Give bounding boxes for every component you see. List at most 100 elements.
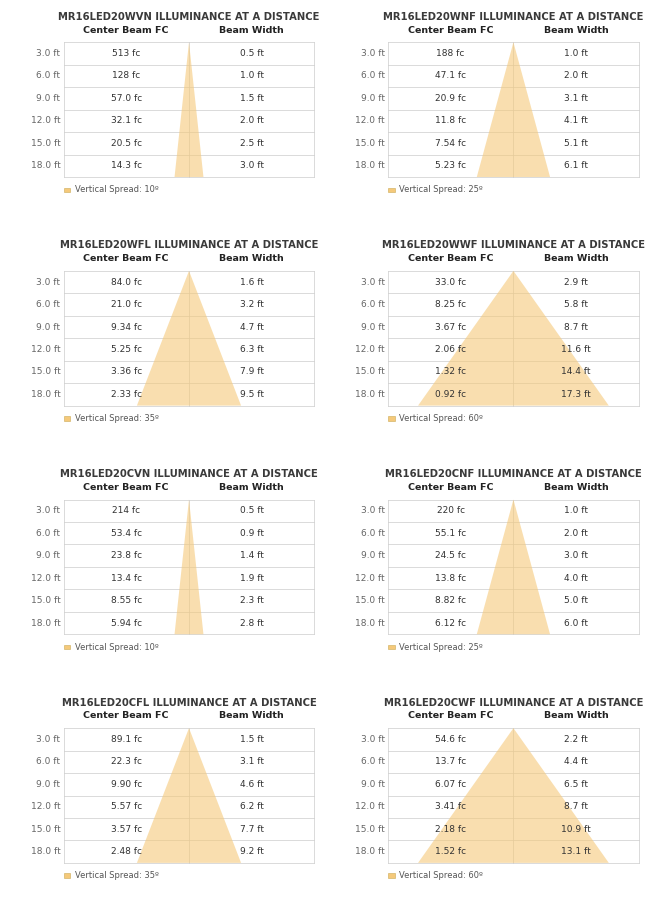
Text: 10.9 ft: 10.9 ft [562, 824, 591, 833]
Text: 3.0 ft: 3.0 ft [240, 161, 264, 170]
Text: 2.48 fc: 2.48 fc [111, 847, 142, 856]
Text: 3.0 ft: 3.0 ft [36, 49, 60, 58]
Text: 5.23 fc: 5.23 fc [435, 161, 466, 170]
Text: 8.55 fc: 8.55 fc [111, 596, 142, 605]
Text: 13.7 fc: 13.7 fc [435, 757, 466, 766]
Text: 33.0 fc: 33.0 fc [435, 278, 466, 287]
Text: 6.2 ft: 6.2 ft [240, 802, 264, 811]
Text: 15.0 ft: 15.0 ft [355, 138, 385, 147]
Text: 9.90 fc: 9.90 fc [111, 779, 142, 788]
Text: 513 fc: 513 fc [112, 49, 140, 58]
Text: 20.5 fc: 20.5 fc [111, 138, 142, 147]
Text: 15.0 ft: 15.0 ft [31, 368, 60, 377]
Text: 6.0 ft: 6.0 ft [361, 529, 385, 538]
Text: 47.1 fc: 47.1 fc [435, 71, 466, 80]
Text: Beam Width: Beam Width [544, 25, 608, 34]
Bar [64, 188, 70, 192]
Text: 9.0 ft: 9.0 ft [361, 779, 385, 788]
Text: 7.9 ft: 7.9 ft [240, 368, 264, 377]
Text: 57.0 fc: 57.0 fc [111, 93, 142, 102]
Text: 3.0 ft: 3.0 ft [361, 278, 385, 287]
Text: 18.0 ft: 18.0 ft [355, 619, 385, 628]
Text: 6.0 ft: 6.0 ft [361, 300, 385, 309]
Text: 9.0 ft: 9.0 ft [36, 93, 60, 102]
Text: 53.4 fc: 53.4 fc [111, 529, 142, 538]
Text: 17.3 ft: 17.3 ft [562, 390, 591, 399]
Text: 3.0 ft: 3.0 ft [36, 506, 60, 515]
Text: Vertical Spread: 60º: Vertical Spread: 60º [399, 871, 483, 880]
Text: 55.1 fc: 55.1 fc [435, 529, 466, 538]
Text: 5.57 fc: 5.57 fc [111, 802, 142, 811]
Text: 220 fc: 220 fc [437, 506, 465, 515]
Text: 6.0 ft: 6.0 ft [36, 71, 60, 80]
Text: 1.9 ft: 1.9 ft [240, 574, 264, 583]
Text: Beam Width: Beam Width [544, 711, 608, 720]
Text: 2.0 ft: 2.0 ft [564, 71, 588, 80]
Text: 13.4 fc: 13.4 fc [111, 574, 142, 583]
Text: 9.0 ft: 9.0 ft [361, 551, 385, 560]
Text: Beam Width: Beam Width [219, 254, 284, 263]
Text: 128 fc: 128 fc [112, 71, 140, 80]
Text: 2.06 fc: 2.06 fc [435, 345, 466, 354]
Text: 5.0 ft: 5.0 ft [564, 596, 588, 605]
Polygon shape [477, 500, 550, 634]
Polygon shape [418, 271, 609, 405]
Text: 2.18 fc: 2.18 fc [435, 824, 466, 833]
Text: 15.0 ft: 15.0 ft [31, 138, 60, 147]
Text: MR16LED20CWF ILLUMINANCE AT A DISTANCE: MR16LED20CWF ILLUMINANCE AT A DISTANCE [384, 698, 643, 708]
Text: 1.5 ft: 1.5 ft [240, 734, 264, 743]
Text: 22.3 fc: 22.3 fc [111, 757, 142, 766]
Text: Beam Width: Beam Width [544, 254, 608, 263]
Text: 9.5 ft: 9.5 ft [240, 390, 264, 399]
Text: Center Beam FC: Center Beam FC [83, 25, 169, 34]
Text: Center Beam FC: Center Beam FC [408, 483, 493, 492]
Text: MR16LED20CVN ILLUMINANCE AT A DISTANCE: MR16LED20CVN ILLUMINANCE AT A DISTANCE [60, 469, 318, 479]
Text: 8.7 ft: 8.7 ft [564, 802, 588, 811]
Text: MR16LED20WVN ILLUMINANCE AT A DISTANCE: MR16LED20WVN ILLUMINANCE AT A DISTANCE [58, 12, 320, 22]
Text: 14.4 ft: 14.4 ft [562, 368, 591, 377]
Text: 15.0 ft: 15.0 ft [355, 824, 385, 833]
Text: 54.6 fc: 54.6 fc [435, 734, 466, 743]
Text: 6.5 ft: 6.5 ft [564, 779, 588, 788]
Text: 6.12 fc: 6.12 fc [435, 619, 466, 628]
Text: 18.0 ft: 18.0 ft [31, 161, 60, 170]
Text: 18.0 ft: 18.0 ft [31, 390, 60, 399]
Text: 5.25 fc: 5.25 fc [111, 345, 142, 354]
Text: Center Beam FC: Center Beam FC [408, 254, 493, 263]
Text: 12.0 ft: 12.0 ft [31, 802, 60, 811]
Text: 1.4 ft: 1.4 ft [240, 551, 264, 560]
Text: 9.0 ft: 9.0 ft [361, 93, 385, 102]
Text: 4.0 ft: 4.0 ft [564, 574, 588, 583]
Text: 24.5 fc: 24.5 fc [436, 551, 466, 560]
Text: 3.67 fc: 3.67 fc [435, 323, 466, 332]
Text: 14.3 fc: 14.3 fc [111, 161, 142, 170]
Text: Beam Width: Beam Width [219, 483, 284, 492]
Text: 11.6 ft: 11.6 ft [562, 345, 591, 354]
Text: 3.41 fc: 3.41 fc [435, 802, 466, 811]
Text: 18.0 ft: 18.0 ft [355, 847, 385, 856]
Text: 5.8 ft: 5.8 ft [564, 300, 588, 309]
Text: MR16LED20CFL ILLUMINANCE AT A DISTANCE: MR16LED20CFL ILLUMINANCE AT A DISTANCE [62, 698, 317, 708]
Text: 3.1 ft: 3.1 ft [240, 757, 264, 766]
Text: MR16LED20WFL ILLUMINANCE AT A DISTANCE: MR16LED20WFL ILLUMINANCE AT A DISTANCE [60, 240, 318, 250]
Text: 12.0 ft: 12.0 ft [356, 574, 385, 583]
Text: 3.2 ft: 3.2 ft [240, 300, 264, 309]
Text: 1.0 ft: 1.0 ft [564, 49, 588, 58]
Text: 9.0 ft: 9.0 ft [36, 323, 60, 332]
Text: 3.36 fc: 3.36 fc [111, 368, 142, 377]
Polygon shape [137, 271, 241, 405]
Text: 18.0 ft: 18.0 ft [31, 847, 60, 856]
Text: 15.0 ft: 15.0 ft [355, 368, 385, 377]
Bar [64, 416, 70, 421]
Text: 6.0 ft: 6.0 ft [361, 757, 385, 766]
Text: 6.0 ft: 6.0 ft [36, 529, 60, 538]
Text: 0.5 ft: 0.5 ft [240, 506, 264, 515]
Text: 6.0 ft: 6.0 ft [36, 300, 60, 309]
Text: 2.5 ft: 2.5 ft [240, 138, 264, 147]
Text: Vertical Spread: 35º: Vertical Spread: 35º [75, 414, 159, 423]
Text: 7.7 ft: 7.7 ft [240, 824, 264, 833]
Text: 0.92 fc: 0.92 fc [435, 390, 466, 399]
Text: Beam Width: Beam Width [219, 711, 284, 720]
Text: 3.0 ft: 3.0 ft [361, 506, 385, 515]
Text: 12.0 ft: 12.0 ft [31, 345, 60, 354]
